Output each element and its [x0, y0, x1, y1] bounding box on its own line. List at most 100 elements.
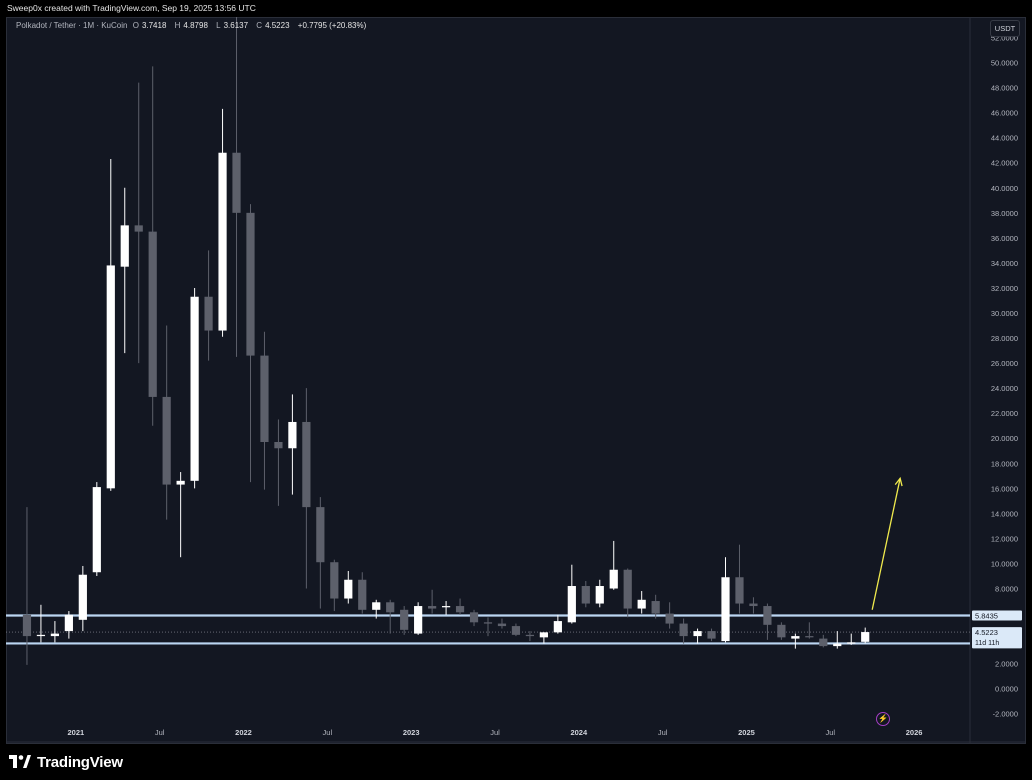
- candle-body: [623, 569, 632, 609]
- candle-body: [539, 632, 548, 638]
- creator-caption: Sweep0x created with TradingView.com, Se…: [7, 3, 256, 13]
- open-label: O: [132, 21, 139, 30]
- x-tick-label: Jul: [825, 728, 835, 737]
- x-tick-label: 2022: [235, 728, 252, 737]
- candle-body: [483, 622, 493, 624]
- candle-body: [651, 601, 660, 614]
- candle-body: [344, 579, 353, 599]
- y-tick-label: 50.0000: [991, 59, 1018, 68]
- y-tick-label: 30.0000: [991, 309, 1018, 318]
- tradingview-logo-icon: [9, 755, 31, 768]
- candle-body: [609, 569, 618, 589]
- y-tick-label: 52.0000: [991, 34, 1018, 43]
- candle-body: [665, 613, 674, 624]
- candle-body: [288, 421, 297, 449]
- candle-body: [679, 623, 688, 637]
- candle-body: [749, 603, 758, 607]
- symbol-title[interactable]: Polkadot / Tether · 1M · KuCoin: [16, 21, 128, 30]
- candle-body: [791, 636, 800, 639]
- y-tick-label: 10.0000: [991, 559, 1018, 568]
- candle-body: [330, 562, 339, 599]
- candle-body: [218, 152, 227, 331]
- x-tick-label: Jul: [658, 728, 668, 737]
- candle-body: [833, 643, 842, 647]
- last-price-tag-countdown: 11d 11h: [975, 640, 999, 647]
- candle-body: [246, 212, 255, 356]
- y-tick-label: 26.0000: [991, 359, 1018, 368]
- candle-body: [735, 577, 744, 604]
- y-tick-label: 2.0000: [995, 660, 1018, 669]
- x-tick-label: 2026: [906, 728, 923, 737]
- candle-body: [861, 632, 870, 642]
- chart-pane[interactable]: [6, 17, 1026, 744]
- y-tick-label: 28.0000: [991, 334, 1018, 343]
- price-chart[interactable]: -2.00000.00002.00004.00006.00008.000010.…: [6, 17, 1026, 744]
- candle-body: [847, 642, 856, 644]
- top-bar: Sweep0x created with TradingView.com, Se…: [0, 0, 1032, 17]
- candle-body: [441, 606, 451, 608]
- ohlc-open: O 3.7418: [133, 21, 170, 30]
- candle-body: [162, 396, 171, 485]
- candle-body: [721, 577, 730, 642]
- candle-body: [525, 634, 535, 637]
- candle-body: [120, 225, 129, 267]
- last-price-tag-bg: [972, 627, 1022, 648]
- candle-body: [204, 296, 213, 331]
- y-tick-label: 22.0000: [991, 409, 1018, 418]
- candle-body: [595, 586, 604, 604]
- annotation-arrow: [871, 478, 901, 610]
- high-label: H: [174, 21, 181, 30]
- candle-body: [232, 152, 241, 213]
- candle-body: [511, 626, 521, 635]
- lightning-icon[interactable]: ⚡: [876, 712, 890, 726]
- candle-body: [78, 574, 87, 620]
- high-value: 4.8798: [183, 21, 208, 30]
- candle-body: [763, 606, 772, 625]
- low-value: 3.6137: [223, 21, 249, 30]
- candle-body: [693, 631, 702, 637]
- candle-body: [707, 631, 716, 639]
- candle-body: [567, 586, 576, 623]
- candle-body: [428, 606, 437, 609]
- y-tick-label: 48.0000: [991, 84, 1018, 93]
- ohlc-low: L 3.6137: [216, 21, 251, 30]
- candle-body: [805, 636, 814, 638]
- candle-body: [176, 480, 185, 485]
- candle-body: [64, 614, 73, 632]
- last-price-tag: 4.5223: [975, 628, 998, 637]
- y-tick-label: 0.0000: [995, 685, 1018, 694]
- candle-body: [386, 602, 395, 613]
- candle-body: [50, 633, 59, 637]
- low-label: L: [216, 21, 221, 30]
- candle-body: [92, 487, 101, 573]
- candle-body: [469, 612, 479, 623]
- candle-body: [134, 225, 143, 232]
- candle-body: [274, 442, 283, 449]
- brand-name: TradingView: [37, 753, 123, 771]
- candle-body: [553, 621, 562, 633]
- x-tick-label: 2021: [68, 728, 85, 737]
- candle-body: [358, 579, 367, 610]
- candle-body: [302, 421, 311, 508]
- candle-body: [581, 586, 590, 604]
- candle-body: [190, 296, 199, 481]
- x-tick-label: Jul: [155, 728, 165, 737]
- level-price-tag: 5.8435: [975, 612, 998, 621]
- x-tick-label: Jul: [490, 728, 500, 737]
- ohlc-high: H 4.8798: [175, 21, 211, 30]
- y-tick-label: 14.0000: [991, 509, 1018, 518]
- y-tick-label: 18.0000: [991, 459, 1018, 468]
- currency-button[interactable]: USDT: [990, 20, 1020, 37]
- candle-body: [22, 614, 32, 637]
- y-tick-label: 34.0000: [991, 259, 1018, 268]
- y-tick-label: 38.0000: [991, 209, 1018, 218]
- ohlc-close: C 4.5223: [256, 21, 292, 30]
- y-tick-label: 20.0000: [991, 434, 1018, 443]
- y-tick-label: 44.0000: [991, 134, 1018, 143]
- tradingview-brand: TradingView: [9, 750, 123, 774]
- symbol-legend: Polkadot / Tether · 1M · KuCoin O 3.7418 …: [16, 21, 369, 30]
- x-tick-label: Jul: [323, 728, 333, 737]
- candle-body: [819, 638, 828, 647]
- close-value: 4.5223: [265, 21, 290, 30]
- y-tick-label: 42.0000: [991, 159, 1018, 168]
